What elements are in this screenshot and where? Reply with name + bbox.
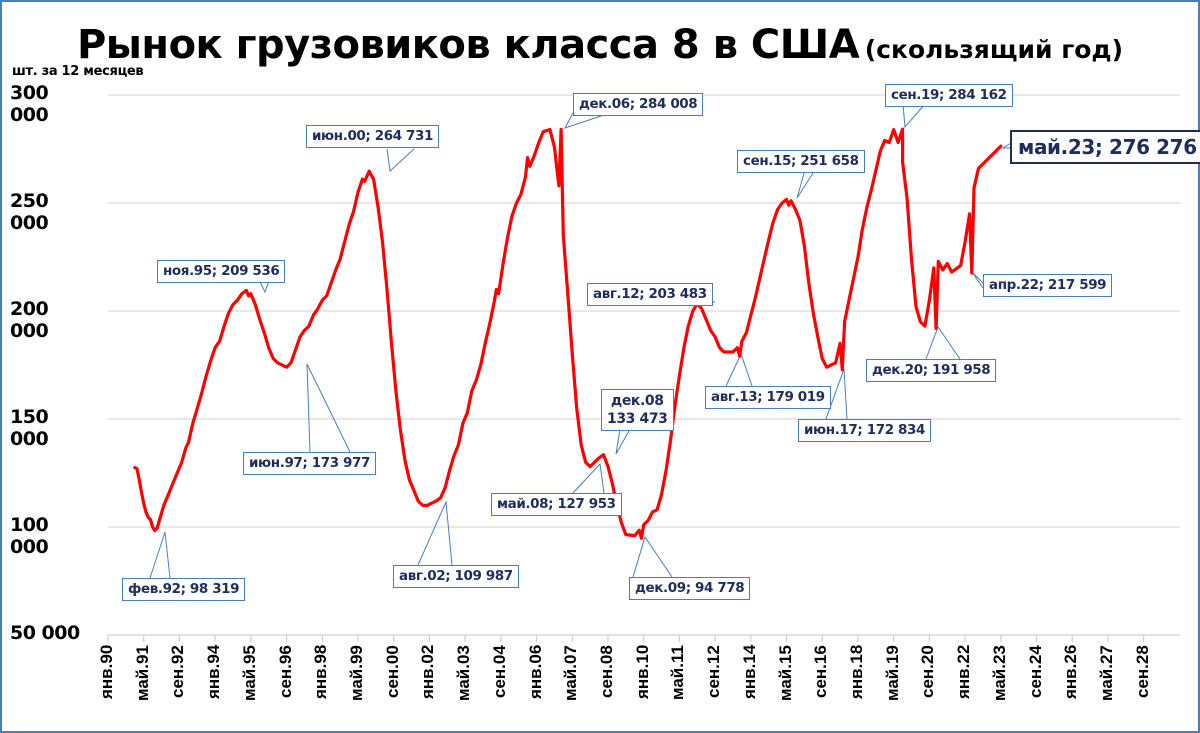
label-aug12: авг.12; 203 483 — [587, 283, 713, 306]
label-may23: май.23; 276 276 — [1010, 130, 1200, 164]
label-apr22: апр.22; 217 599 — [983, 274, 1113, 297]
label-feb92: фев.92; 98 319 — [122, 578, 246, 601]
label-jun00: июн.00; 264 731 — [306, 125, 439, 148]
label-dec09: дек.09; 94 778 — [629, 577, 751, 600]
y-tick-label: 150 000 — [10, 406, 49, 450]
label-sep15: сен.15; 251 658 — [737, 150, 865, 173]
y-tick-label: 300 000 — [10, 82, 49, 126]
label-dec20: дек.20; 191 958 — [866, 359, 997, 382]
y-tick-label: 100 000 — [10, 514, 49, 558]
label-dec08-date: дек.08 — [610, 393, 664, 409]
label-sep19: сен.19; 284 162 — [885, 84, 1013, 107]
x-axis — [107, 634, 1180, 642]
title-main: Рынок грузовиков класса 8 в США — [76, 22, 860, 68]
label-jun97: июн.97; 173 977 — [243, 452, 376, 475]
y-tick-label: 250 000 — [10, 190, 49, 234]
label-dec08: дек.08 133 473 — [601, 389, 674, 431]
y-tick-label: 50 000 — [10, 622, 80, 644]
series-line — [133, 127, 1003, 540]
label-nov95: ноя.95; 209 536 — [157, 260, 286, 283]
label-jun17: июн.17; 172 834 — [798, 419, 931, 442]
label-aug02: авг.02; 109 987 — [393, 565, 519, 588]
label-may08: май.08; 127 953 — [491, 493, 622, 516]
label-aug13: авг.13; 179 019 — [705, 386, 831, 409]
title-sub: (скользящий год) — [864, 35, 1124, 64]
y-tick-label: 200 000 — [10, 298, 49, 342]
label-dec06: дек.06; 284 008 — [573, 93, 704, 116]
chart-title: Рынок грузовиков класса 8 в США (скользя… — [0, 22, 1200, 68]
y-axis-unit: шт. за 12 месяцев — [12, 64, 144, 79]
label-dec08-value: 133 473 — [607, 411, 668, 427]
